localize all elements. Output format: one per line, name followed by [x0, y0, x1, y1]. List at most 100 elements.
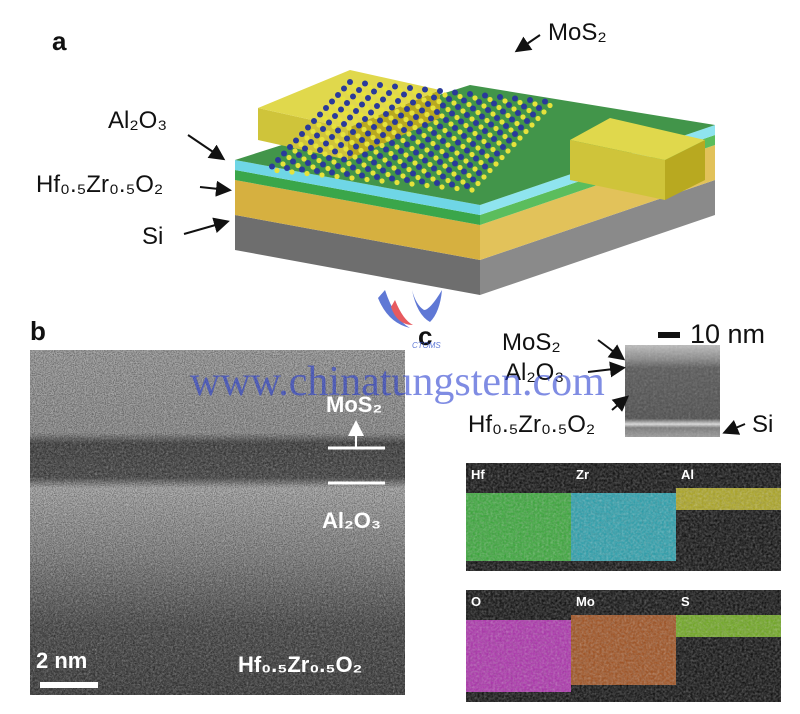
eds-noise [676, 590, 781, 702]
atom [316, 122, 322, 128]
atom [422, 86, 428, 93]
atom [392, 154, 398, 161]
atom [473, 155, 479, 162]
atom [472, 95, 478, 101]
atom [361, 91, 367, 97]
atom [406, 131, 412, 137]
atom [334, 102, 340, 109]
atom [286, 154, 292, 161]
tem-image [625, 345, 720, 437]
annotation: MoS₂ [502, 329, 561, 356]
atom [488, 157, 494, 163]
atom [365, 166, 371, 172]
atom [416, 93, 422, 99]
atom [296, 152, 302, 158]
atom [359, 172, 365, 179]
atom [394, 108, 400, 115]
atom [448, 121, 454, 127]
atom [409, 181, 415, 187]
atom [343, 146, 349, 152]
atom [379, 142, 385, 149]
atom [401, 91, 407, 98]
atom [368, 145, 374, 151]
atom [494, 115, 500, 121]
atom [491, 136, 497, 142]
eds-noise [571, 590, 676, 702]
atom [374, 103, 380, 109]
atom [449, 146, 455, 152]
atom [457, 93, 463, 100]
atom [335, 163, 341, 169]
arrow [722, 419, 746, 435]
atom [337, 117, 343, 123]
atom [362, 80, 368, 87]
atom [382, 86, 388, 92]
atom [392, 83, 398, 90]
atom [338, 106, 344, 113]
atom [442, 92, 448, 98]
atom [397, 158, 403, 165]
atom [460, 108, 466, 114]
atom [509, 116, 515, 123]
atom [400, 173, 406, 179]
atom [443, 152, 449, 159]
atom [382, 157, 388, 163]
atom [547, 102, 553, 109]
atom [469, 151, 475, 158]
atom [380, 96, 386, 103]
atom [424, 111, 430, 118]
atom [343, 110, 349, 117]
atom [482, 163, 488, 170]
atom [416, 164, 422, 170]
atom [506, 137, 512, 144]
atom [274, 167, 280, 174]
atom [487, 132, 493, 138]
atom [440, 102, 446, 109]
atom [490, 146, 496, 153]
atom [391, 94, 397, 100]
atom [455, 175, 461, 181]
atom [418, 153, 424, 160]
annotation: Hf₀.₅Zr₀.₅O₂ [36, 171, 163, 198]
atom [401, 127, 407, 133]
atom [535, 115, 541, 122]
atom [436, 134, 442, 140]
atom [437, 159, 443, 165]
atom [392, 119, 398, 125]
atom [317, 147, 323, 153]
atom [427, 161, 433, 168]
atom [455, 104, 461, 110]
atom [497, 129, 503, 136]
atom [496, 140, 502, 146]
atom [292, 148, 298, 154]
atom [446, 131, 452, 138]
atom [356, 87, 362, 93]
atom [452, 89, 458, 96]
atom [389, 104, 395, 111]
atom [481, 138, 487, 145]
atom [434, 109, 440, 115]
atom [466, 137, 472, 143]
atom [440, 173, 446, 180]
atom [464, 147, 470, 154]
atom [322, 151, 328, 157]
atom [436, 169, 442, 176]
atom [412, 160, 418, 166]
atom [421, 97, 427, 103]
atom [280, 161, 286, 167]
atom [386, 90, 392, 96]
arrow [199, 180, 232, 197]
atom [518, 124, 524, 131]
atom [469, 116, 475, 122]
atom [334, 138, 340, 144]
atom [445, 106, 451, 113]
atom [500, 108, 506, 115]
atom [307, 149, 313, 156]
atom [449, 181, 455, 188]
atom [385, 100, 391, 107]
atom [316, 157, 322, 164]
atom [310, 164, 316, 170]
atom [352, 118, 358, 125]
atom [386, 125, 392, 132]
